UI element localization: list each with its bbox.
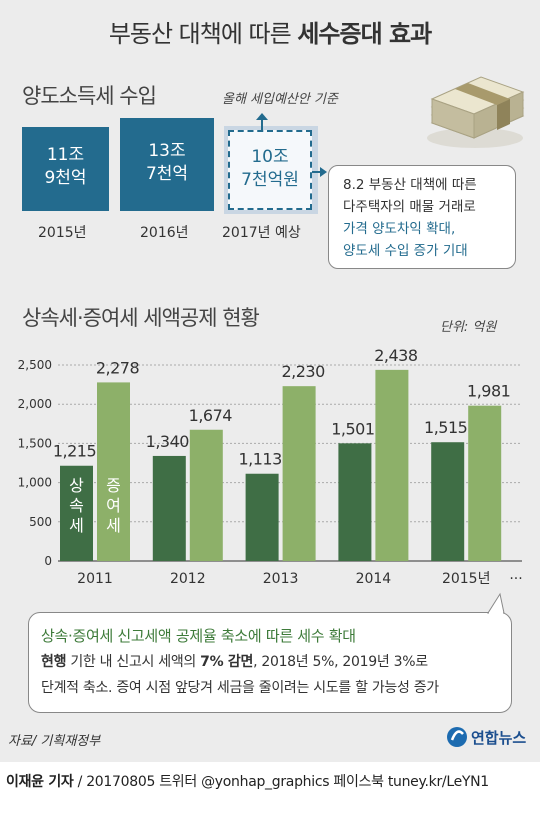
section2-heading: 상속세·증여세 세액공제 현황 (22, 306, 260, 330)
y-tick-label: 500 (29, 515, 52, 529)
note-line-2: 현행 기한 내 신고시 세액의 7% 감면, 2018년 5%, 2019년 3… (41, 654, 428, 670)
speech-bubble: 8.2 부동산 대책에 따른 다주택자의 매물 거래로 가격 양도차익 확대, … (328, 165, 516, 269)
data-label: 1,340 (146, 432, 190, 451)
y-tick-label: 0 (44, 554, 52, 568)
y-tick-label: 1,000 (18, 476, 52, 490)
up-arrow-icon (256, 113, 268, 130)
data-label: 2,230 (281, 362, 325, 381)
budget-basis-note: 올해 세입예산안 기준 (222, 92, 338, 107)
bar-gift (97, 382, 130, 561)
revenue-box-2017-forecast: 10조 7천억원 (228, 130, 312, 210)
bar-inheritance (338, 443, 372, 561)
data-label: 1,674 (189, 406, 233, 425)
unit-label: 단위: 억원 (440, 320, 497, 335)
y-tick-label: 2,000 (18, 397, 52, 411)
x-tick-label: 2013 (263, 571, 299, 587)
note-line-3: 단계적 축소. 증여 시점 앞당겨 세금을 줄이려는 시도를 할 가능성 증가 (41, 680, 439, 696)
x-tick-label: 2012 (170, 571, 206, 587)
bar-inheritance (245, 473, 279, 561)
source-label: 자료/ 기획재정부 (8, 734, 101, 749)
right-arrow-icon (312, 167, 327, 177)
series-name-char: 세 (106, 516, 121, 535)
money-stack-icon (427, 76, 525, 148)
note-pointer (487, 592, 505, 614)
note-heading: 상속·증여세 신고세액 공제율 축소에 따른 세수 확대 (41, 627, 356, 645)
yonhap-logo-mark (447, 727, 467, 747)
year-label-2015: 2015년 (38, 225, 87, 241)
arrows-layer (256, 76, 525, 177)
data-label: 2,438 (374, 346, 418, 365)
bar-inheritance (60, 465, 93, 561)
revenue-box-2016: 13조 7천억 (120, 118, 214, 211)
bar-gift (282, 386, 316, 561)
bar-chart: 05001,0001,5002,0002,5001,215상속세2,278증여세… (18, 346, 523, 587)
credit-line: 이재윤 기자 / 20170805 트위터 @yonhap_graphics 페… (6, 774, 489, 790)
series-name-char: 증 (106, 476, 121, 495)
data-label: 1,515 (424, 418, 467, 437)
series-name-char: 속 (69, 496, 84, 515)
data-label: 1,501 (331, 419, 374, 438)
data-label: 1,981 (467, 382, 510, 401)
y-tick-label: 1,500 (18, 436, 52, 450)
year-label-2016: 2016년 (140, 225, 189, 241)
data-label: 1,113 (238, 450, 281, 469)
data-label: 2,278 (96, 358, 140, 377)
bar-inheritance (152, 455, 186, 561)
bar-gift (375, 369, 409, 561)
x-tick-label: 2011 (77, 571, 113, 587)
section1-heading: 양도소득세 수입 (22, 84, 157, 108)
bar-gift (468, 405, 502, 561)
bar-gift (189, 429, 223, 561)
revenue-box-2015: 11조 9천억 (22, 127, 109, 211)
yonhap-logo: 연합뉴스 (446, 725, 532, 749)
page-title: 부동산 대책에 따른 세수증대 효과 (108, 20, 432, 48)
infographic-card: 부동산 대책에 따른 세수증대 효과 양도소득세 수입 올해 세입예산안 기준 … (0, 0, 540, 762)
x-tick-label: 2015년 (442, 571, 491, 587)
continuation-mark: ··· (509, 571, 522, 587)
series-name-char: 세 (69, 516, 84, 535)
policy-note-box: 상속·증여세 신고세액 공제율 축소에 따른 세수 확대 현행 기한 내 신고시… (28, 612, 512, 713)
year-label-2017: 2017년 예상 (222, 225, 301, 241)
bar-inheritance (431, 442, 465, 561)
logo-text: 연합뉴스 (471, 729, 527, 747)
series-name-char: 상 (69, 476, 84, 495)
x-tick-label: 2014 (356, 571, 392, 587)
series-name-char: 여 (106, 496, 121, 515)
data-label: 1,215 (53, 442, 96, 461)
y-tick-label: 2,500 (18, 358, 52, 372)
